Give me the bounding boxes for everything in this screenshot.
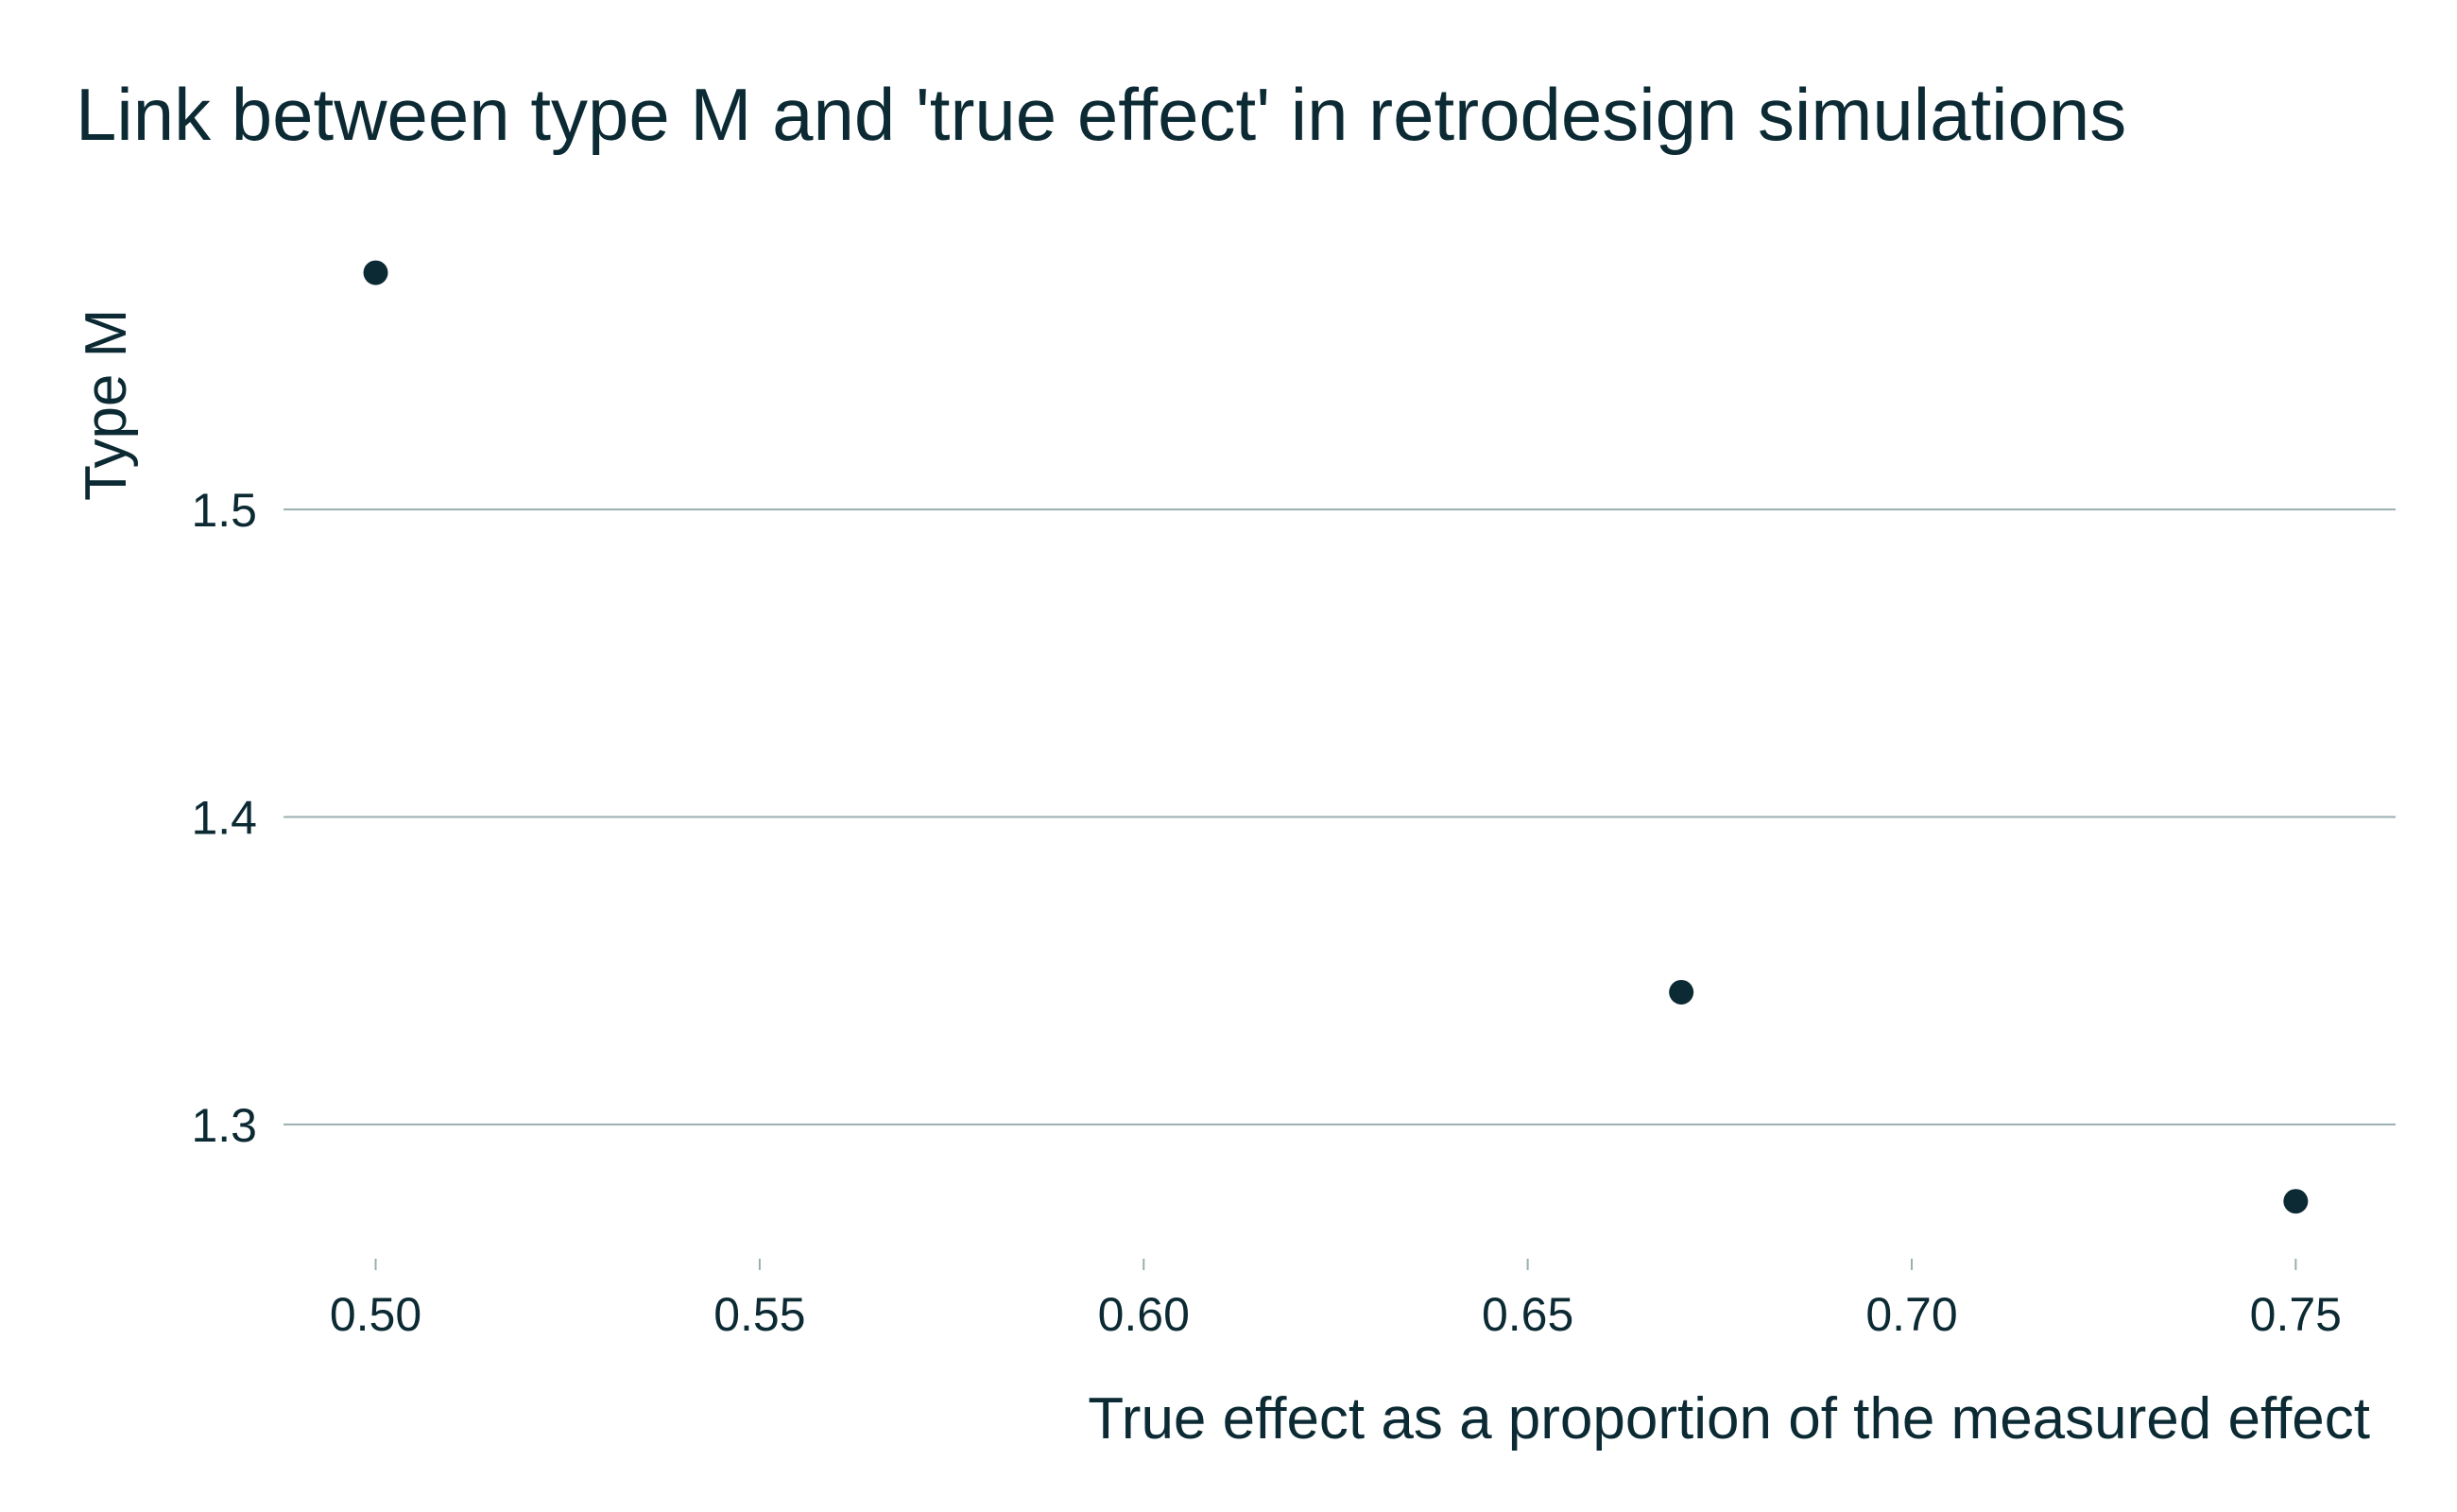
y-tick-label: 1.5 [191, 484, 257, 537]
x-tick-label: 0.65 [1482, 1288, 1573, 1341]
x-tick-label: 0.55 [713, 1288, 805, 1341]
data-point [2283, 1189, 2309, 1214]
data-point [363, 260, 388, 285]
y-tick-label: 1.3 [191, 1099, 257, 1152]
grid-lines [284, 508, 2396, 1125]
x-tick-label: 0.50 [330, 1288, 421, 1341]
y-tick-label: 1.4 [191, 791, 257, 844]
x-axis-title: True effect as a proportion of the measu… [1088, 1386, 2370, 1452]
x-axis-ticks: 0.50 0.55 0.60 0.65 0.70 0.75 [330, 1259, 2342, 1341]
x-tick-label: 0.75 [2250, 1288, 2342, 1341]
x-tick-label: 0.60 [1098, 1288, 1190, 1341]
data-point [1669, 979, 1694, 1005]
x-tick-label: 0.70 [1865, 1288, 1957, 1341]
y-axis-ticks: 1.3 1.4 1.5 [191, 484, 257, 1152]
y-axis-title: Type M [74, 309, 139, 501]
data-points [363, 260, 2309, 1214]
chart-title: Link between type M and 'true effect' in… [76, 73, 2126, 156]
